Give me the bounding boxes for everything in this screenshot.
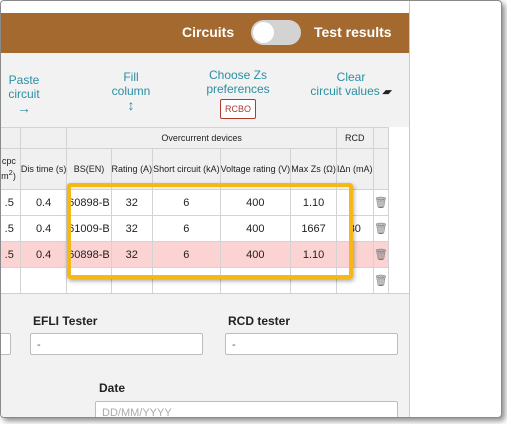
conductors-group-header: rs [1,127,21,149]
trash-icon[interactable]: 🗑 [372,267,390,294]
circuits-label[interactable]: Circuits [182,24,235,40]
short-cell[interactable]: 6 [152,241,221,268]
paste-label-1: Paste [8,73,40,87]
dis-cell[interactable]: 0.4 [19,215,68,242]
column-header-row: cpcmm2) Dis time (s) BS(EN) Rating (A) S… [1,148,390,190]
trash-icon[interactable]: 🗑 [372,189,390,216]
dis-cell[interactable] [19,267,68,294]
maxzs-cell[interactable]: 1667 [290,215,337,242]
cpc-cell[interactable]: .5 [1,189,21,216]
cpc-header: cpcmm2) [1,148,21,190]
dis-cell[interactable]: 0.4 [19,241,68,268]
table-row[interactable]: .5 0.4 61009-B 32 6 400 1667 30 🗑 [1,215,390,242]
zs-label-2: preferences [206,82,270,96]
bs-cell[interactable]: 61009-B [66,215,112,242]
left-partial-input[interactable] [1,333,11,355]
rating-cell[interactable]: 32 [110,241,154,268]
arrow-right-icon: → [17,100,31,116]
paste-label-2: circuit [8,87,40,101]
voltage-cell[interactable]: 400 [219,189,292,216]
window-frame: Circuits Test results Paste circuit → Fi… [0,0,502,418]
maxzs-cell[interactable] [290,267,337,294]
dis-cell[interactable]: 0.4 [19,189,68,216]
fill-label-2: column [111,84,151,98]
table-row[interactable]: .5 0.4 60898-B 32 6 400 1.10 🗑 [1,241,390,268]
cpc-cell[interactable] [1,267,21,294]
fill-label-1: Fill [123,70,139,84]
voltage-cell[interactable]: 400 [219,215,292,242]
voltage-cell[interactable]: 400 [219,241,292,268]
rcd-tester-label: RCD tester [228,314,291,328]
bs-cell[interactable]: 60898-B [66,189,112,216]
eraser-icon: ▰ [380,86,394,98]
zs-label-1: Choose Zs [208,68,268,82]
rating-header: Rating (A) [110,148,154,190]
group-header-row: rs Overcurrent devices RCD [1,127,390,149]
efli-tester-label: EFLI Tester [33,314,98,328]
date-label: Date [99,381,126,395]
arrow-up-down-icon: ↕ [127,97,135,113]
maxzs-cell[interactable]: 1.10 [290,189,337,216]
rcd-group-header: RCD [335,127,374,149]
date-input[interactable]: DD/MM/YYYY [95,401,398,417]
toolbar: Paste circuit → Fill column ↕ Choose Zs … [1,53,409,127]
circuit-table: rs Overcurrent devices RCD cpcmm2) Dis t… [1,127,390,294]
highlight-box [67,183,353,279]
bs-cell[interactable] [66,267,112,294]
voltage-cell[interactable] [219,267,292,294]
maxzs-cell[interactable]: 1.10 [290,241,337,268]
trash-icon[interactable]: 🗑 [372,215,390,242]
overcurrent-group-header: Overcurrent devices [66,127,337,149]
dis-time-header: Dis time (s) [19,148,68,190]
app-panel: Circuits Test results Paste circuit → Fi… [1,1,410,417]
idn-cell[interactable] [335,267,374,294]
rcbo-badge[interactable]: RCBO [219,99,256,119]
clear-circuit-values-button[interactable]: Clear circuit values ▰ [309,70,393,99]
rcd-tester-input[interactable]: - [225,333,398,355]
cpc-cell[interactable]: .5 [1,215,21,242]
test-results-label[interactable]: Test results [314,24,392,40]
toggle-knob [253,22,274,43]
bs-cell[interactable]: 60898-B [66,241,112,268]
rating-cell[interactable] [110,267,154,294]
cpc-cell[interactable]: .5 [1,241,21,268]
top-bar: Circuits Test results [1,13,409,53]
rating-cell[interactable]: 32 [110,189,154,216]
idn-cell[interactable] [335,241,374,268]
clear-label-1: Clear [336,70,366,84]
efli-tester-input[interactable]: - [30,333,203,355]
fill-column-button[interactable]: Fill column ↕ [101,70,161,112]
paste-circuit-button[interactable]: Paste circuit → [2,73,46,115]
circuits-test-results-toggle[interactable] [251,20,301,45]
trash-icon[interactable]: 🗑 [372,241,390,268]
rating-cell[interactable]: 32 [110,215,154,242]
clear-label-2: circuit values [310,84,380,98]
short-cell[interactable]: 6 [152,215,221,242]
choose-zs-preferences-button[interactable]: Choose Zs preferences RCBO [199,68,277,119]
idn-header: IΔn (mA) [335,148,374,190]
short-cell[interactable] [152,267,221,294]
tester-form: EFLI Tester - RCD tester - Date DD/MM/YY… [1,293,409,417]
